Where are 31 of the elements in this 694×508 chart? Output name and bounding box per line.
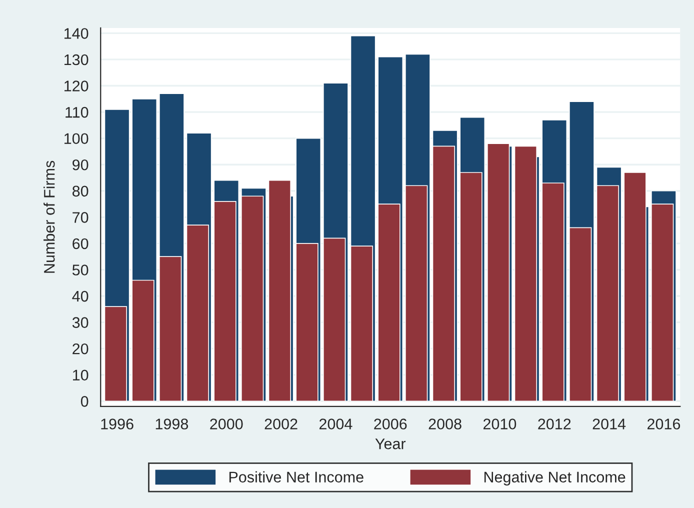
x-tick-label: 1998 [156,418,188,430]
y-tick-label: 30 [72,317,88,328]
x-tick-label: 2002 [264,418,298,430]
y-tick-label: 0 [80,396,88,407]
y-tick-label: 60 [72,238,88,250]
x-axis-title: Year [375,438,406,450]
x-tick-label: 2012 [538,418,571,430]
y-tick-label: 110 [66,106,88,118]
y-tick-label: 100 [64,133,88,144]
y-tick-label: 50 [72,264,88,276]
y-tick-label: 10 [73,370,88,381]
x-tick-label: 2014 [592,418,626,430]
x-tick-label: 2008 [428,418,462,430]
x-tick-label: 2004 [319,418,352,430]
y-tick-label: 120 [64,80,88,92]
y-axis-title: Number of Firms [44,160,55,273]
y-tick-label: 130 [64,54,88,66]
legend-label: Negative Net Income [484,471,626,486]
x-tick-label: 2010 [483,418,516,430]
y-tick-label: 80 [72,186,88,197]
y-tick-label: 90 [72,159,88,170]
y-tick-label: 140 [64,28,88,39]
x-tick-label: 2016 [647,418,680,430]
legend-label: Positive Net Income [229,471,364,482]
y-tick-label: 70 [72,212,88,223]
y-tick-label: 20 [72,343,88,354]
x-tick-label: 1996 [101,418,134,430]
x-tick-label: 2006 [374,418,407,430]
x-tick-label: 2000 [210,418,243,430]
y-tick-label: 40 [72,290,88,302]
bar [268,180,292,402]
